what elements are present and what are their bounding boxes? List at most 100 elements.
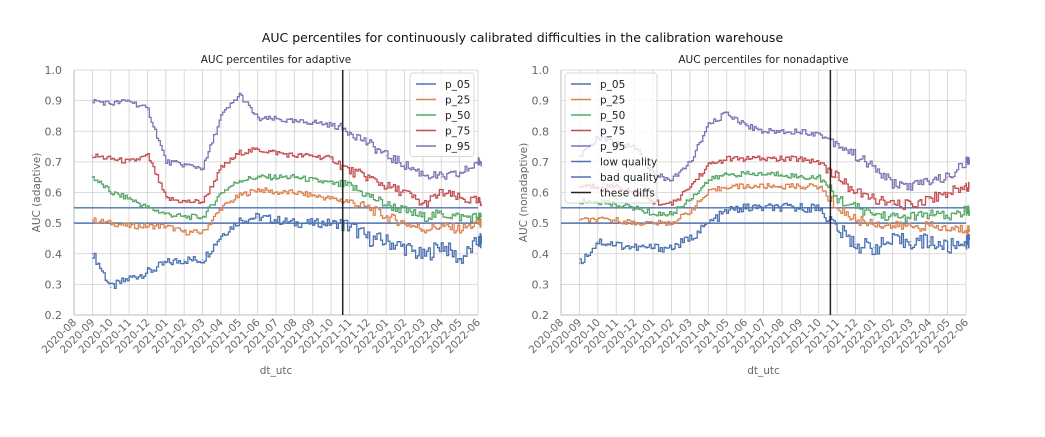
series-line-p05 (579, 202, 970, 265)
legend-label: p_95 (600, 141, 625, 153)
data-point-p75 (928, 197, 930, 200)
data-point-p05 (854, 243, 857, 246)
data-point-p50 (275, 176, 277, 178)
data-point-p75 (128, 161, 130, 163)
data-point-p05 (891, 240, 894, 243)
y-tick-label: 0.7 (532, 156, 550, 169)
series-line-p50 (579, 170, 970, 223)
y-tick-label: 0.6 (45, 187, 63, 200)
data-point-p50 (183, 216, 185, 218)
data-point-p50 (965, 210, 967, 212)
data-point-p50 (293, 176, 296, 178)
data-point-p05 (458, 259, 461, 261)
data-point-p75 (146, 154, 149, 157)
data-point-p95 (109, 102, 112, 105)
data-point-p95 (128, 99, 130, 102)
data-point-p95 (403, 164, 406, 166)
data-point-p25 (854, 219, 857, 221)
data-point-p25 (891, 225, 894, 227)
legend: p_05 p_25 p_50 p_75 p_95 (409, 72, 475, 157)
data-point-p50 (689, 197, 691, 200)
data-point-p25 (201, 231, 204, 234)
data-point-p75 (873, 197, 875, 200)
series-line-p50 (92, 173, 482, 223)
data-point-p25 (817, 185, 820, 188)
data-point-p25 (744, 185, 746, 188)
data-point-p95 (348, 130, 351, 133)
data-point-p05 (165, 262, 167, 264)
data-point-p95 (928, 179, 930, 182)
data-point-p50 (633, 207, 636, 209)
data-point-p05 (817, 207, 820, 209)
data-point-p25 (689, 210, 691, 212)
chart-adaptive: 0.20.30.40.50.60.70.80.91.02020-082020-0… (31, 54, 483, 377)
data-point-p25 (633, 222, 636, 224)
data-point-p25 (946, 228, 949, 231)
data-point-p50 (946, 216, 949, 218)
data-point-p75 (817, 161, 820, 163)
data-point-p25 (311, 194, 314, 197)
data-point-p05 (965, 240, 967, 243)
data-point-p50 (330, 182, 332, 185)
data-point-p95 (707, 124, 710, 126)
data-point-p95 (293, 121, 296, 123)
data-point-p75 (256, 148, 259, 151)
data-point-p05 (707, 222, 710, 224)
legend-label: p_25 (600, 95, 625, 107)
legend-label: these diffs (600, 188, 655, 200)
data-point-p95 (330, 124, 332, 126)
data-point-p50 (652, 213, 654, 215)
data-point-p75 (367, 176, 369, 178)
data-point-p75 (965, 185, 967, 188)
series-line-p25 (92, 187, 482, 236)
x-axis-label: dt_utc (260, 365, 293, 377)
data-point-p05 (725, 210, 728, 212)
data-point-p75 (293, 154, 296, 157)
data-point-p25 (909, 225, 912, 227)
chart-nonadaptive: 0.20.30.40.50.60.70.80.91.02020-082020-0… (518, 54, 971, 377)
y-tick-label: 0.9 (532, 95, 550, 108)
data-point-p50 (367, 194, 369, 197)
legend-box (564, 72, 658, 204)
data-point-p05 (578, 262, 581, 264)
data-point-p75 (854, 191, 857, 194)
data-point-p75 (109, 158, 112, 160)
data-point-p50 (707, 179, 710, 182)
data-point-p95 (799, 130, 802, 133)
data-point-p05 (744, 207, 746, 209)
legend-label: p_50 (600, 110, 625, 122)
data-point-p50 (873, 213, 875, 215)
data-point-p50 (854, 207, 857, 209)
data-point-p50 (201, 216, 204, 218)
data-point-p95 (183, 164, 185, 166)
data-point-p05 (946, 246, 949, 249)
data-point-p75 (311, 154, 314, 157)
data-point-p95 (220, 115, 222, 117)
data-point-p95 (762, 130, 765, 133)
y-tick-label: 0.6 (532, 187, 550, 200)
data-point-p25 (781, 185, 783, 188)
data-point-p05 (689, 237, 691, 240)
data-point-p95 (256, 118, 259, 120)
data-point-p75 (238, 151, 241, 154)
data-point-p95 (458, 173, 461, 175)
data-point-p25 (836, 207, 838, 209)
data-point-p50 (744, 173, 746, 175)
data-point-p25 (652, 222, 654, 224)
data-point-p50 (422, 216, 424, 218)
data-point-p25 (128, 225, 130, 227)
data-point-p75 (707, 164, 710, 166)
data-point-p05 (201, 259, 204, 261)
data-point-p50 (817, 176, 820, 178)
y-tick-label: 0.9 (45, 95, 63, 108)
data-point-p05 (597, 240, 599, 243)
data-point-p05 (91, 252, 94, 255)
data-point-p25 (928, 225, 930, 227)
data-point-p75 (909, 203, 912, 206)
data-point-p05 (348, 225, 351, 227)
data-point-p95 (873, 167, 875, 169)
data-point-p95 (946, 176, 949, 178)
y-tick-label: 0.4 (45, 248, 63, 261)
data-point-p05 (220, 234, 222, 237)
